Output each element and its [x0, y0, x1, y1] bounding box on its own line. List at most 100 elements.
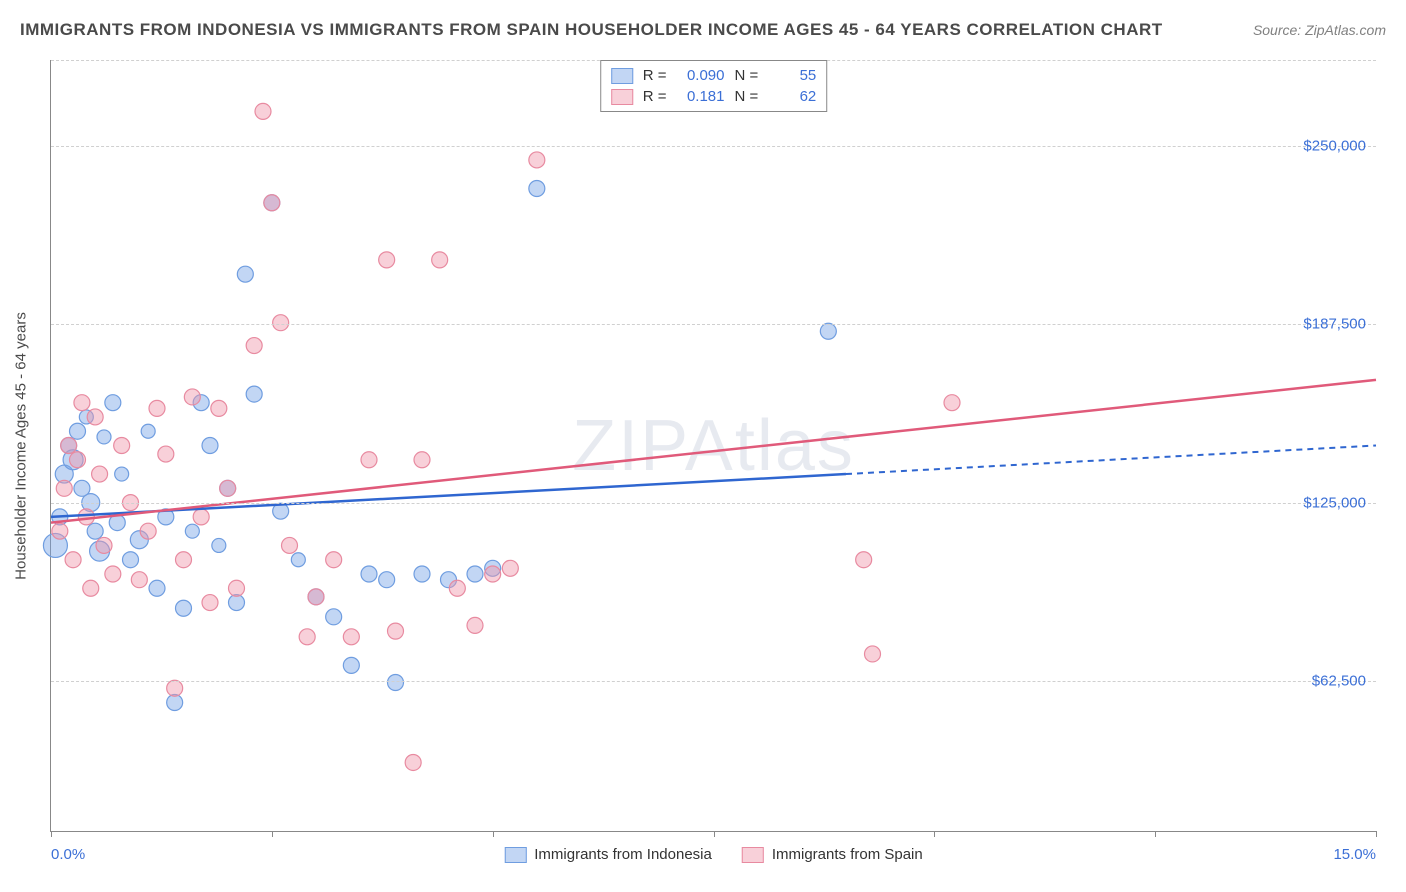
scatter-point	[856, 552, 872, 568]
scatter-point	[264, 195, 280, 211]
scatter-point	[202, 438, 218, 454]
scatter-point	[176, 600, 192, 616]
scatter-point	[229, 580, 245, 596]
y-tick-label: $250,000	[1303, 137, 1366, 154]
chart-source: Source: ZipAtlas.com	[1253, 22, 1386, 38]
legend-n-label: N =	[735, 67, 759, 84]
scatter-point	[114, 438, 130, 454]
x-tick	[934, 831, 935, 837]
y-tick-label: $187,500	[1303, 316, 1366, 333]
x-axis-min-label: 0.0%	[51, 846, 85, 863]
scatter-point	[176, 552, 192, 568]
scatter-point	[485, 566, 501, 582]
plot-area: Householder Income Ages 45 - 64 years ZI…	[50, 60, 1376, 832]
scatter-point	[212, 538, 226, 552]
scatter-point	[87, 523, 103, 539]
scatter-point	[291, 553, 305, 567]
scatter-point	[237, 266, 253, 282]
scatter-point	[220, 480, 236, 496]
scatter-point	[432, 252, 448, 268]
scatter-point	[282, 537, 298, 553]
gridline	[51, 503, 1376, 504]
scatter-point	[246, 386, 262, 402]
scatter-point	[87, 409, 103, 425]
scatter-point	[467, 566, 483, 582]
scatter-point	[70, 452, 86, 468]
scatter-point	[326, 552, 342, 568]
scatter-point	[379, 572, 395, 588]
scatter-point	[502, 560, 518, 576]
chart-title: IMMIGRANTS FROM INDONESIA VS IMMIGRANTS …	[20, 20, 1163, 40]
scatter-point	[105, 395, 121, 411]
scatter-point	[141, 424, 155, 438]
scatter-point	[467, 617, 483, 633]
legend-bottom: Immigrants from Indonesia Immigrants fro…	[504, 846, 922, 863]
y-axis-title: Householder Income Ages 45 - 64 years	[13, 312, 30, 580]
scatter-point	[97, 430, 111, 444]
scatter-point	[211, 400, 227, 416]
scatter-point	[379, 252, 395, 268]
scatter-point	[123, 552, 139, 568]
scatter-point	[273, 315, 289, 331]
scatter-point	[149, 400, 165, 416]
gridline	[51, 324, 1376, 325]
scatter-point	[167, 680, 183, 696]
scatter-point	[167, 695, 183, 711]
scatter-point	[326, 609, 342, 625]
scatter-point	[115, 467, 129, 481]
scatter-point	[140, 523, 156, 539]
scatter-point	[83, 580, 99, 596]
legend-r-val-1: 0.181	[677, 88, 725, 105]
x-tick	[1376, 831, 1377, 837]
scatter-point	[105, 566, 121, 582]
scatter-point	[158, 446, 174, 462]
legend-bottom-item-0: Immigrants from Indonesia	[504, 846, 712, 863]
scatter-point	[529, 181, 545, 197]
scatter-point	[246, 338, 262, 354]
legend-bottom-label-1: Immigrants from Spain	[772, 846, 923, 863]
scatter-point	[388, 623, 404, 639]
chart-svg	[51, 60, 1376, 831]
scatter-point	[865, 646, 881, 662]
legend-bottom-swatch-1	[742, 847, 764, 863]
legend-r-label: R =	[643, 67, 667, 84]
scatter-point	[65, 552, 81, 568]
scatter-point	[74, 395, 90, 411]
legend-n-label: N =	[735, 88, 759, 105]
scatter-point	[131, 572, 147, 588]
scatter-point	[61, 438, 77, 454]
scatter-point	[184, 389, 200, 405]
scatter-point	[149, 580, 165, 596]
x-tick	[714, 831, 715, 837]
scatter-point	[529, 152, 545, 168]
x-tick	[1155, 831, 1156, 837]
legend-bottom-label-0: Immigrants from Indonesia	[534, 846, 712, 863]
scatter-point	[299, 629, 315, 645]
scatter-point	[343, 657, 359, 673]
scatter-point	[78, 509, 94, 525]
scatter-point	[229, 595, 245, 611]
scatter-point	[820, 323, 836, 339]
x-tick	[272, 831, 273, 837]
scatter-point	[414, 566, 430, 582]
legend-n-val-1: 62	[768, 88, 816, 105]
scatter-point	[185, 524, 199, 538]
gridline	[51, 146, 1376, 147]
scatter-point	[52, 523, 68, 539]
scatter-point	[308, 589, 324, 605]
legend-r-label: R =	[643, 88, 667, 105]
chart-header: IMMIGRANTS FROM INDONESIA VS IMMIGRANTS …	[20, 20, 1386, 40]
y-tick-label: $62,500	[1312, 673, 1366, 690]
legend-swatch-0	[611, 68, 633, 84]
x-axis-max-label: 15.0%	[1333, 846, 1376, 863]
legend-r-val-0: 0.090	[677, 67, 725, 84]
scatter-point	[343, 629, 359, 645]
x-tick	[493, 831, 494, 837]
trend-line-dashed	[846, 446, 1376, 475]
scatter-point	[361, 452, 377, 468]
scatter-point	[193, 509, 209, 525]
scatter-point	[388, 675, 404, 691]
scatter-point	[255, 103, 271, 119]
legend-bottom-swatch-0	[504, 847, 526, 863]
legend-stats-row-0: R = 0.090 N = 55	[611, 65, 817, 86]
